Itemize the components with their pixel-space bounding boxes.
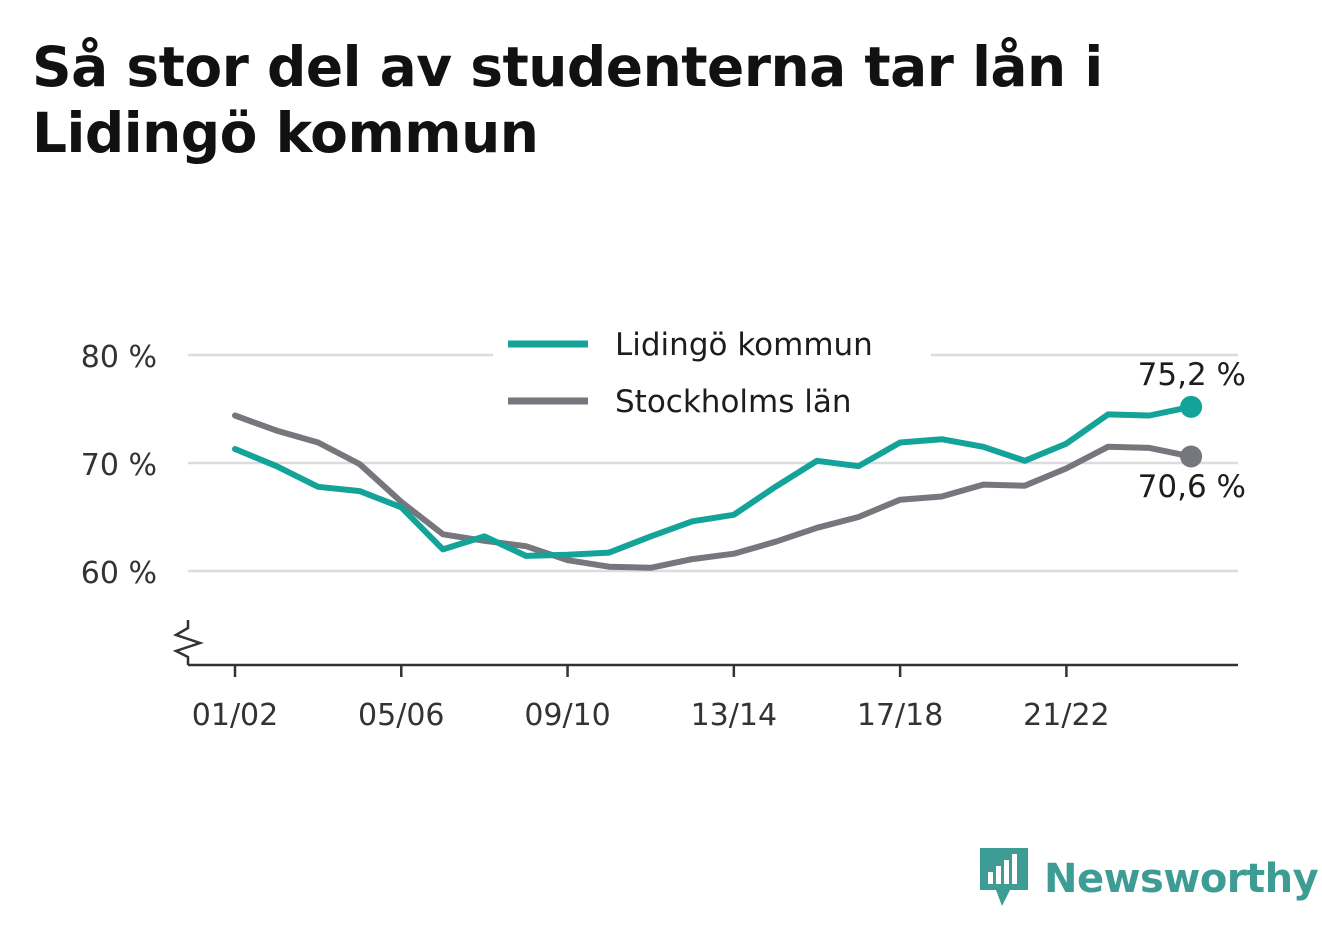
end-label-lidingo: 75,2 % <box>1138 357 1246 393</box>
x-tick-label: 17/18 <box>857 698 943 733</box>
x-tick-label: 13/14 <box>691 698 777 733</box>
brand-name: Newsworthy <box>1044 856 1319 902</box>
y-tick-label: 60 % <box>81 556 157 591</box>
newsworthy-logo-icon <box>980 848 1028 906</box>
legend-label: Lidingö kommun <box>615 327 873 363</box>
x-axis-ticks: 01/02 05/06 09/10 13/14 17/18 21/22 <box>192 665 1110 733</box>
legend: Lidingö kommun Stockholms län <box>493 318 931 420</box>
end-label-stockholm: 70,6 % <box>1138 469 1246 505</box>
legend-label: Stockholms län <box>615 384 851 420</box>
end-point-lidingo <box>1180 395 1203 418</box>
y-tick-label: 80 % <box>81 340 157 375</box>
x-tick-label: 21/22 <box>1023 698 1109 733</box>
series-line-stockholm <box>232 412 1195 571</box>
end-labels: 75,2 % 70,6 % <box>1138 357 1246 505</box>
x-tick-label: 05/06 <box>358 698 444 733</box>
series-lines <box>232 395 1203 571</box>
x-tick-label: 09/10 <box>524 698 610 733</box>
brand-logo[interactable]: Newsworthy <box>980 848 1319 910</box>
series-line-lidingo <box>232 403 1195 559</box>
x-axis <box>172 620 1238 667</box>
chart-title: Så stor del av studenterna tar lån i Lid… <box>32 35 1103 165</box>
end-point-stockholm <box>1180 445 1203 468</box>
y-axis-ticks: 60 % 70 % 80 % <box>81 340 157 591</box>
axis-break-marker <box>172 620 204 665</box>
x-tick-label: 01/02 <box>192 698 278 733</box>
y-tick-label: 70 % <box>81 448 157 483</box>
